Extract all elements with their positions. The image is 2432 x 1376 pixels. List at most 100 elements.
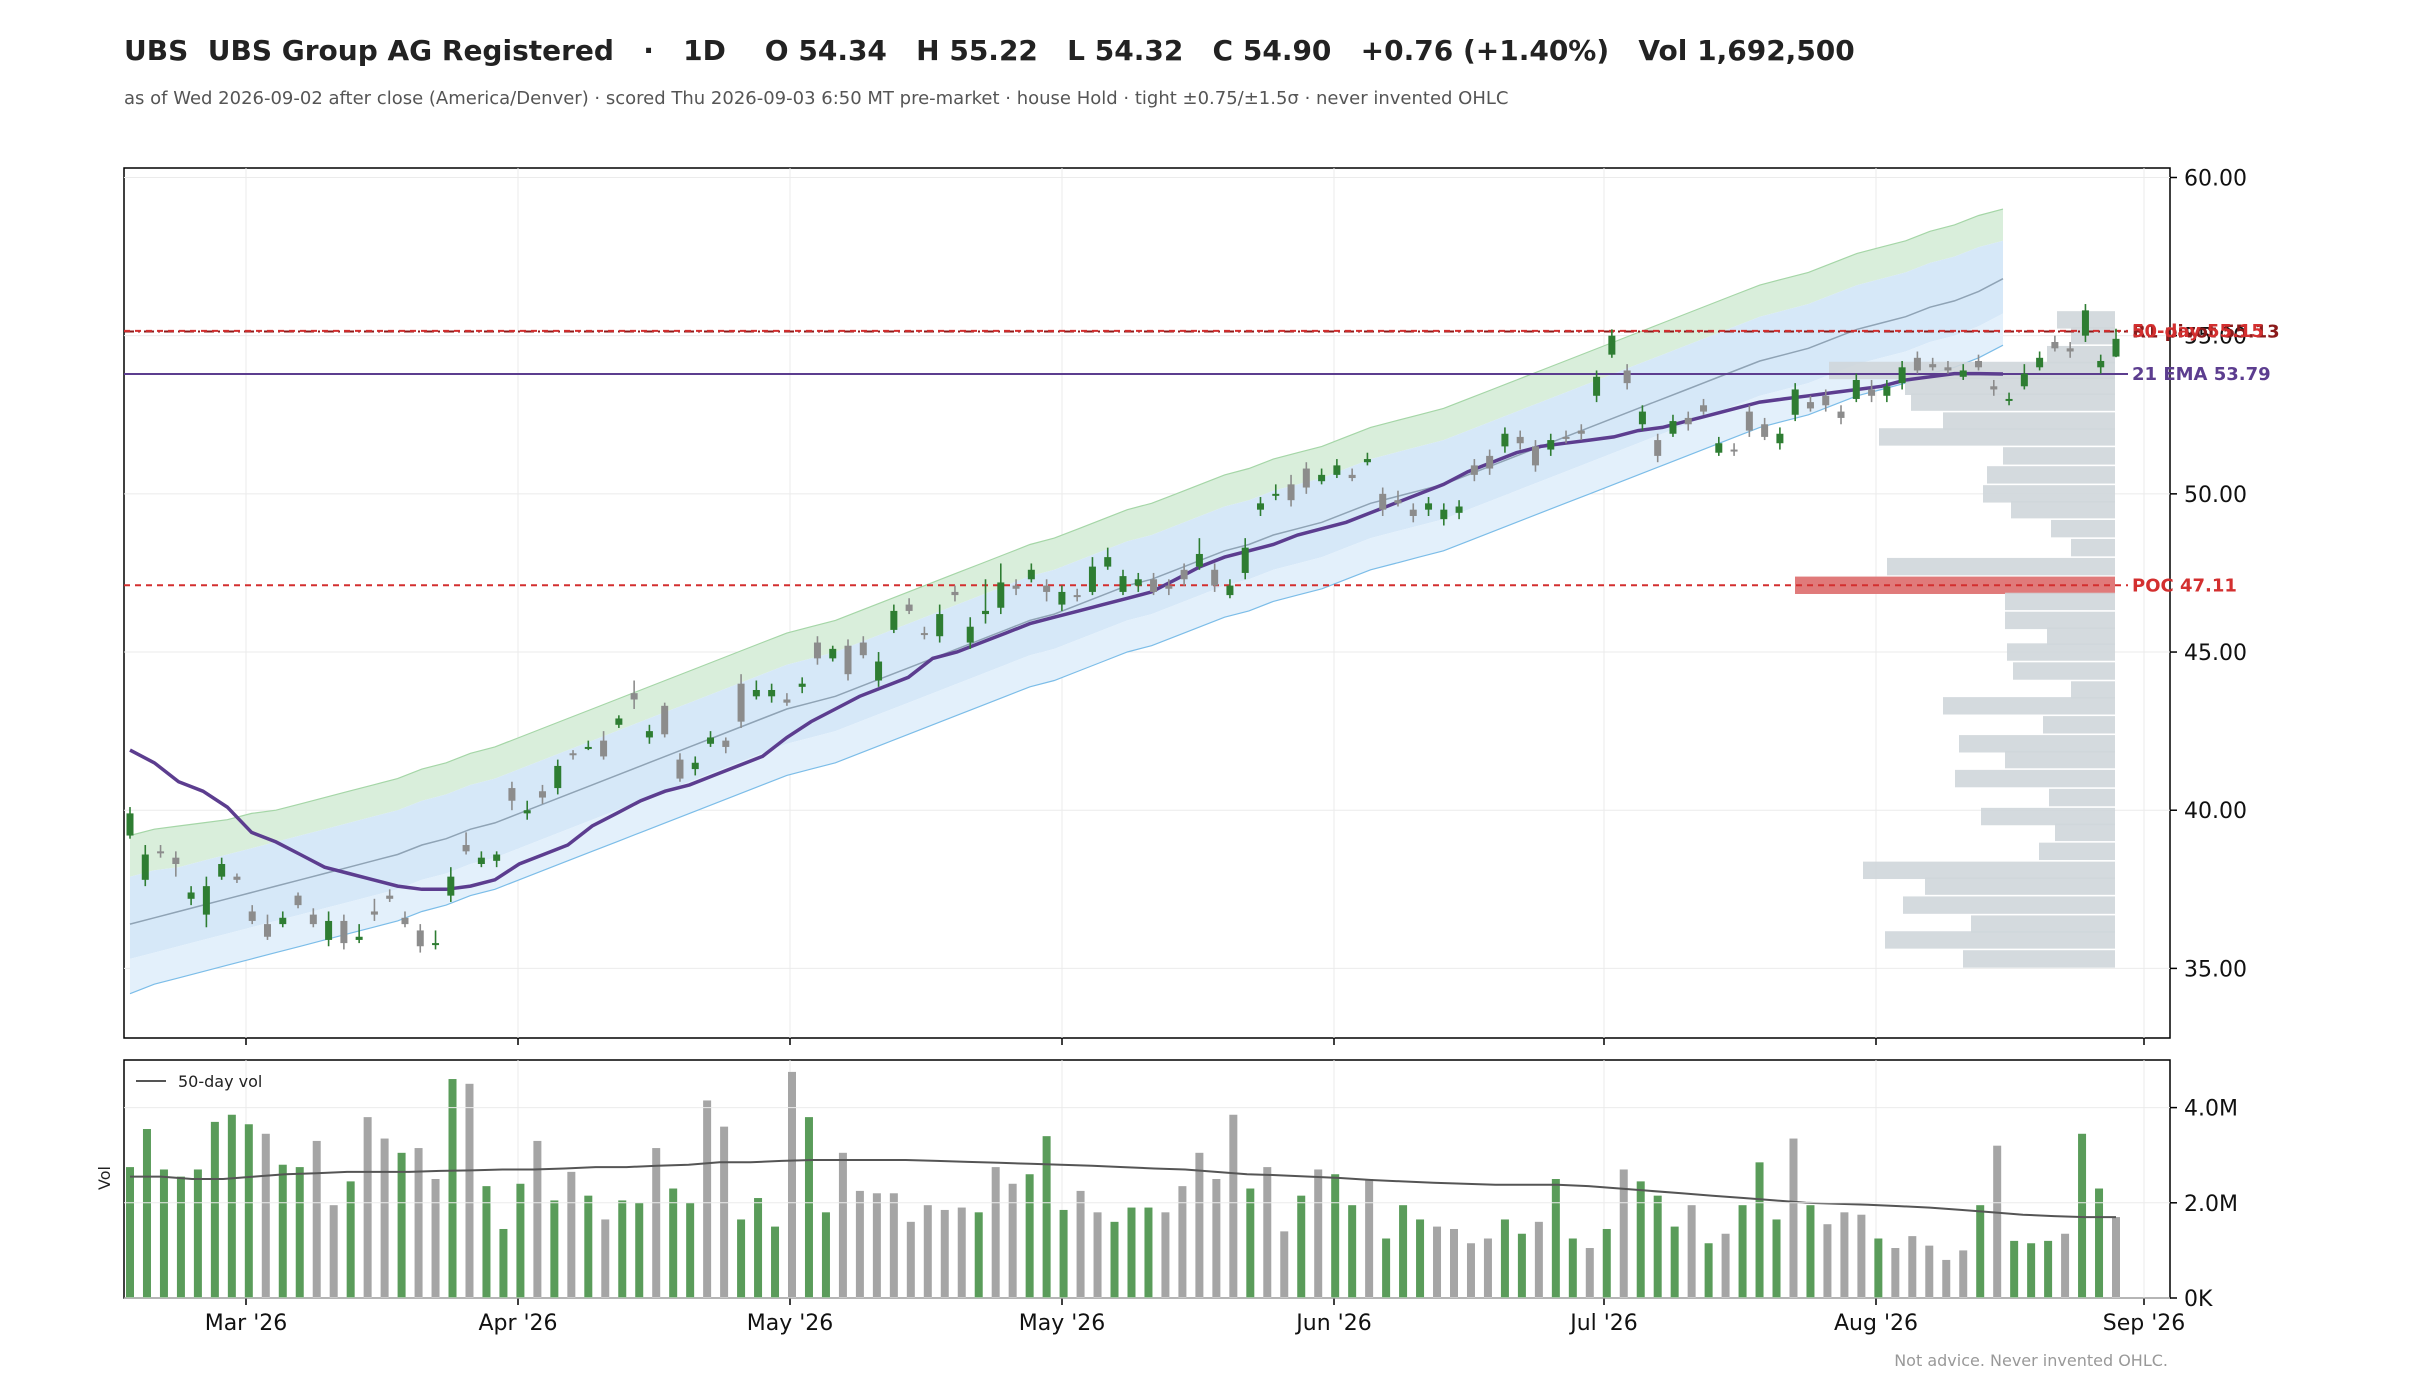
candle-body xyxy=(508,788,516,801)
volume-bar xyxy=(1551,1179,1560,1298)
candle-body xyxy=(1577,430,1585,434)
candle-body xyxy=(1990,386,1998,390)
candle-body xyxy=(1547,440,1555,450)
x-tick-label: Jul '26 xyxy=(1568,1311,1638,1336)
candle-body xyxy=(233,876,241,880)
candle-body xyxy=(1486,455,1494,469)
volume-profile-bar xyxy=(2003,447,2115,465)
volume-profile-bar xyxy=(1987,466,2115,484)
level-label: 21 EMA 53.79 xyxy=(2132,364,2271,385)
volume-bar xyxy=(1908,1236,1917,1298)
volume-bar xyxy=(2010,1240,2019,1298)
candle-body xyxy=(1654,440,1662,456)
candle-body xyxy=(1898,367,1906,384)
candle-body xyxy=(1119,576,1127,592)
candle-body xyxy=(1226,585,1234,596)
volume-bar xyxy=(821,1212,830,1298)
volume-bar xyxy=(1840,1212,1849,1298)
volume-bar xyxy=(1365,1179,1374,1298)
volume-bar xyxy=(414,1148,423,1298)
candle-body xyxy=(936,614,944,637)
volume-axis-label: Vol xyxy=(95,1166,114,1190)
candle-body xyxy=(370,911,378,915)
volume-bar xyxy=(1280,1231,1289,1298)
volume-bar xyxy=(1110,1221,1119,1298)
candle-body xyxy=(645,731,653,738)
candle-body xyxy=(1134,579,1142,586)
volume-profile-bar xyxy=(1981,807,2115,826)
candle-body xyxy=(875,661,883,681)
candle-body xyxy=(2112,338,2120,357)
candle-body xyxy=(920,633,928,636)
volume-bar xyxy=(1942,1259,1951,1298)
volume-bar xyxy=(720,1126,729,1298)
candle-body xyxy=(966,626,974,643)
volume-bar xyxy=(686,1202,695,1298)
chart-subtitle: as of Wed 2026-09-02 after close (Americ… xyxy=(124,88,1509,109)
candle-body xyxy=(1944,367,1952,371)
candle-body xyxy=(1531,446,1539,466)
volume-profile-bar xyxy=(2071,538,2115,557)
volume-profile-bar xyxy=(1943,412,2115,430)
volume-bar xyxy=(1602,1228,1611,1298)
candle-body xyxy=(1761,424,1769,437)
volume-bar xyxy=(2078,1133,2087,1298)
volume-bar xyxy=(754,1198,763,1298)
volume-bar xyxy=(1483,1238,1492,1298)
volume-profile-bar xyxy=(1983,485,2115,503)
candle-body xyxy=(2081,310,2089,336)
x-tick-label: Sep '26 xyxy=(2103,1311,2186,1336)
candle-body xyxy=(263,924,271,937)
volume-bar xyxy=(448,1079,457,1298)
candle-body xyxy=(1104,557,1112,567)
candle-body xyxy=(615,718,623,725)
volume-profile-bar xyxy=(1955,769,2115,788)
volume-bar xyxy=(329,1205,338,1298)
volume-bar xyxy=(2112,1217,2120,1298)
volume-bar xyxy=(2027,1243,2036,1298)
candle-body xyxy=(355,936,363,940)
volume-bar xyxy=(567,1171,576,1298)
candle-body xyxy=(493,854,501,861)
volume-bar xyxy=(1517,1233,1526,1298)
volume-bar xyxy=(1976,1205,1985,1298)
candle-body xyxy=(1837,411,1845,418)
candle-body xyxy=(600,740,608,757)
volume-bar xyxy=(652,1148,661,1298)
volume-bar xyxy=(804,1117,813,1298)
candle-body xyxy=(554,765,562,789)
candle-body xyxy=(1455,506,1463,513)
volume-profile-bar xyxy=(1887,557,2115,576)
volume-bar xyxy=(380,1138,389,1298)
chart-title: UBS UBS Group AG Registered · 1D O 54.34… xyxy=(124,34,1855,67)
candle-body xyxy=(1822,395,1830,406)
volume-bar xyxy=(1229,1114,1238,1298)
candle-body xyxy=(1318,474,1326,482)
candle-body xyxy=(813,642,821,659)
volume-bar xyxy=(1619,1169,1628,1298)
candle-body xyxy=(951,591,959,596)
candle-body xyxy=(1913,357,1921,371)
candle-body xyxy=(477,857,485,864)
volume-bar xyxy=(550,1200,559,1298)
upper-band-fill xyxy=(130,209,2003,877)
candle-body xyxy=(1684,417,1692,425)
volume-bar xyxy=(499,1228,508,1298)
candle-body xyxy=(1027,569,1035,580)
volume-bar xyxy=(1687,1205,1696,1298)
volume-profile-bar xyxy=(2011,500,2115,519)
volume-bar xyxy=(923,1205,932,1298)
x-tick-label: Apr '26 xyxy=(478,1311,557,1336)
volume-bar xyxy=(940,1209,949,1298)
candle-body xyxy=(1272,493,1280,496)
level-label: POC 47.11 xyxy=(2132,575,2237,596)
volume-bar xyxy=(1059,1209,1068,1298)
candle-body xyxy=(783,699,791,703)
volume-bar xyxy=(312,1140,321,1298)
candle-body xyxy=(447,876,455,896)
inner-band-fill xyxy=(130,240,2003,959)
volume-profile-bar xyxy=(2049,788,2115,807)
volume-bar xyxy=(737,1219,746,1298)
candle-body xyxy=(2051,342,2059,349)
candle-body xyxy=(2020,373,2028,387)
